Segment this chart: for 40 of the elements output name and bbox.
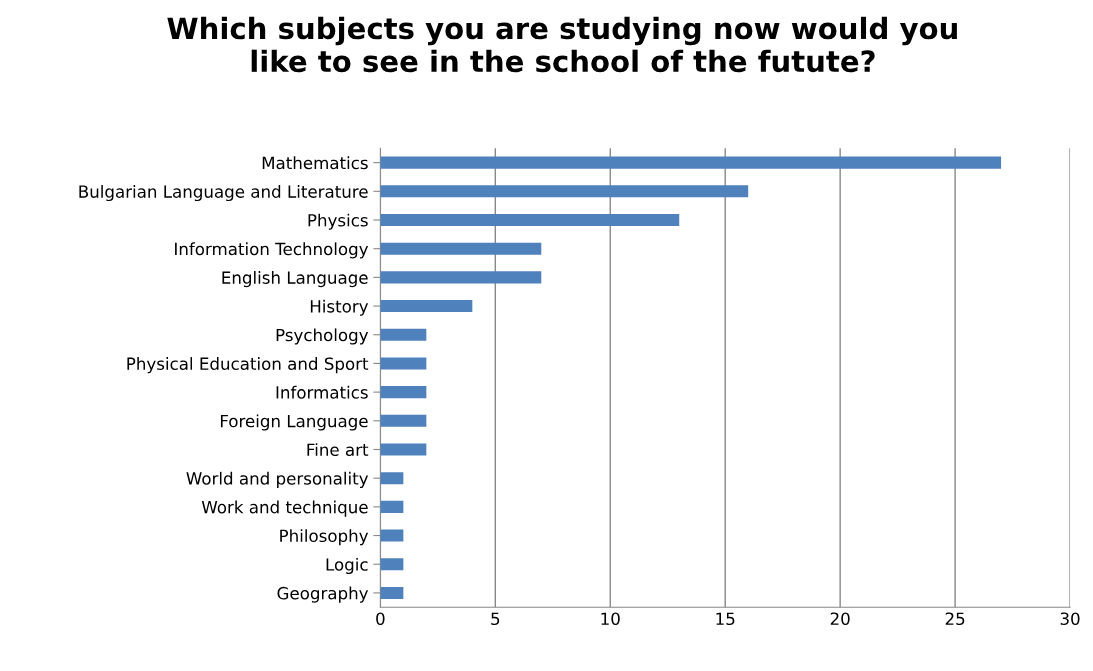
x-tick-label: 5 xyxy=(491,612,500,626)
y-tick-label: Logic xyxy=(326,557,368,575)
y-tick-label: History xyxy=(310,299,369,316)
chart-title: Which subjects you are studying now would you like to see in the school of the futute? xyxy=(167,16,957,73)
bar xyxy=(380,213,680,227)
x-tick-label: 30 xyxy=(1060,612,1080,626)
x-tick-label: 20 xyxy=(830,612,850,626)
bar xyxy=(380,443,427,456)
bar xyxy=(380,328,427,341)
y-tick-label: World and personality xyxy=(186,471,369,488)
bar xyxy=(380,414,427,427)
bar xyxy=(380,271,542,284)
y-tick-label: Fine art xyxy=(307,443,369,457)
bar xyxy=(380,472,404,485)
bar xyxy=(380,500,404,513)
bar xyxy=(380,529,404,542)
y-tick-label: Geography xyxy=(277,586,369,603)
y-tick-label: English Language xyxy=(222,271,368,288)
y-tick-label: Bulgarian Language and Literature xyxy=(79,184,368,202)
y-tick-label: Foreign Language xyxy=(220,414,368,431)
x-tick-label: 25 xyxy=(945,612,965,626)
bar xyxy=(380,558,404,571)
bar xyxy=(380,586,404,599)
y-tick-label: Psychology xyxy=(276,328,369,345)
y-tick-label: Information Technology xyxy=(175,242,369,259)
bar xyxy=(380,242,542,255)
y-tick-label: Work and technique xyxy=(201,500,368,517)
bar xyxy=(380,386,427,399)
y-tick-label: Philosophy xyxy=(280,529,369,546)
bar xyxy=(380,156,1002,169)
y-tick-label: Physics xyxy=(308,213,368,230)
y-tick-label: Physical Education and Sport xyxy=(127,357,369,374)
x-tick-label: 15 xyxy=(716,612,735,626)
x-tick-label: 0 xyxy=(376,612,385,626)
bar xyxy=(380,357,427,370)
x-tick-label: 10 xyxy=(601,612,620,626)
y-tick-label: Mathematics xyxy=(262,156,368,170)
bar xyxy=(380,185,749,198)
bar xyxy=(380,300,473,313)
y-tick-label: Informatics xyxy=(276,385,368,399)
